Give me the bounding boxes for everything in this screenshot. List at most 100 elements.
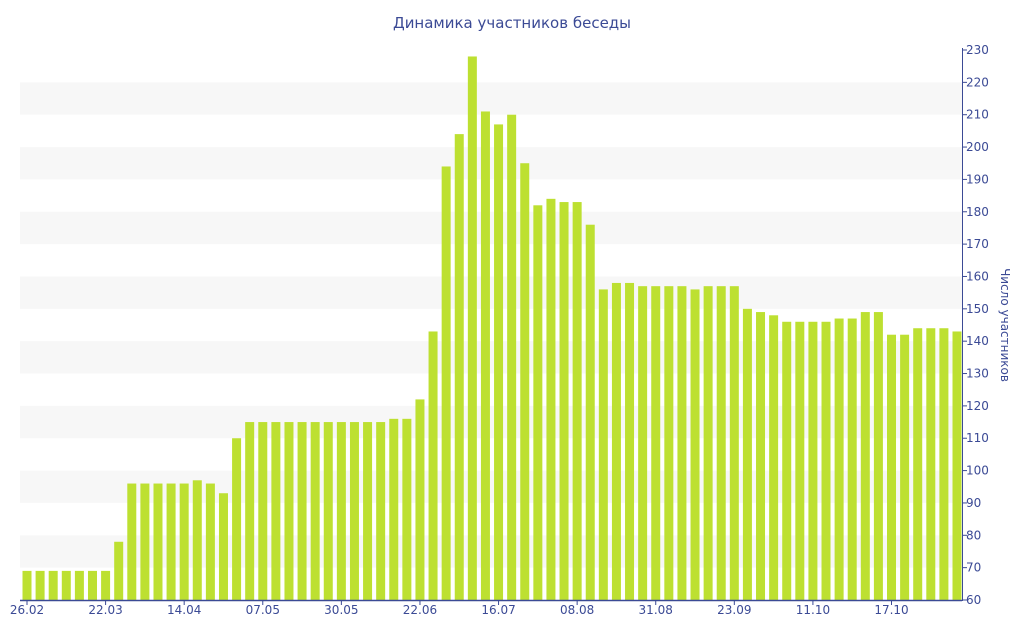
bar xyxy=(873,312,883,600)
bar xyxy=(651,286,661,600)
grid-band xyxy=(20,405,962,439)
bar xyxy=(101,570,111,600)
bar xyxy=(376,422,386,600)
bar xyxy=(729,286,739,600)
x-tick-label: 08.08 xyxy=(560,603,594,617)
grid-band xyxy=(20,211,962,245)
bar xyxy=(22,570,32,600)
y-ticks: 60 70 80 90 100 110 120 130 140 150 160 170 180 190 20… xyxy=(962,43,989,607)
bar xyxy=(834,318,844,600)
y-tick-label: 180 xyxy=(966,205,989,219)
x-tick-label: 17.10 xyxy=(874,603,908,617)
bar xyxy=(74,570,84,600)
bar xyxy=(677,286,687,600)
bars xyxy=(22,56,962,601)
bar xyxy=(297,422,307,600)
bar xyxy=(336,422,346,600)
bar xyxy=(742,308,752,600)
bar xyxy=(598,289,608,600)
x-tick-label: 30.05 xyxy=(324,603,358,617)
bar xyxy=(808,321,818,600)
x-tick-label: 22.03 xyxy=(88,603,122,617)
bar xyxy=(625,282,635,600)
bar xyxy=(48,570,58,600)
x-tick-label: 26.02 xyxy=(10,603,44,617)
y-axis-title: Число участников xyxy=(998,268,1012,382)
y-tick-label: 150 xyxy=(966,302,989,316)
y-tick-label: 160 xyxy=(966,269,989,283)
bar xyxy=(415,399,425,600)
bar xyxy=(323,422,333,600)
bar xyxy=(847,318,857,600)
grid-band xyxy=(20,535,962,568)
y-tick-label: 230 xyxy=(966,43,989,57)
bar xyxy=(520,163,530,600)
bar xyxy=(205,483,215,600)
bar xyxy=(533,205,543,600)
bar xyxy=(585,224,595,601)
x-ticks: 26.02 22.03 14.04 07.05 30.05 22.06 16.07 08.08… xyxy=(10,600,909,617)
y-tick-label: 70 xyxy=(966,561,981,575)
bar xyxy=(664,286,674,600)
y-tick-label: 200 xyxy=(966,140,989,154)
y-tick-label: 100 xyxy=(966,464,989,478)
grid-band xyxy=(20,341,962,374)
y-tick-label: 60 xyxy=(966,593,981,607)
y-tick-label: 220 xyxy=(966,75,989,89)
grid-band xyxy=(20,82,962,115)
x-tick-label: 07.05 xyxy=(246,603,280,617)
bar xyxy=(428,331,438,600)
bar xyxy=(480,111,490,601)
y-tick-label: 120 xyxy=(966,399,989,413)
grid-band xyxy=(20,147,962,180)
bar xyxy=(572,202,582,600)
bar xyxy=(271,422,281,600)
bar xyxy=(61,570,71,600)
y-tick-label: 110 xyxy=(966,431,989,445)
bar xyxy=(507,114,517,601)
bar xyxy=(363,422,373,600)
bar xyxy=(782,321,792,600)
grid-band xyxy=(20,276,962,309)
y-tick-label: 130 xyxy=(966,367,989,381)
bar xyxy=(926,328,936,600)
y-tick-label: 80 xyxy=(966,528,981,542)
bar xyxy=(887,334,897,600)
bar xyxy=(690,289,700,600)
bar xyxy=(795,321,805,600)
bar xyxy=(179,483,189,600)
bar xyxy=(310,422,320,600)
bar xyxy=(900,334,910,600)
bar xyxy=(559,202,569,600)
y-tick-label: 90 xyxy=(966,496,981,510)
x-tick-label: 16.07 xyxy=(481,603,515,617)
bar xyxy=(611,282,621,600)
bar xyxy=(494,124,504,600)
bar xyxy=(114,541,124,600)
bar xyxy=(127,483,137,600)
bar xyxy=(703,286,713,600)
bar xyxy=(467,56,477,601)
bar xyxy=(821,321,831,600)
grid-bands xyxy=(20,82,962,568)
chart-title: Динамика участников беседы xyxy=(393,14,631,32)
x-tick-label: 23.09 xyxy=(717,603,751,617)
x-tick-label: 11.10 xyxy=(796,603,830,617)
bar xyxy=(258,422,268,600)
bar xyxy=(245,422,255,600)
bar xyxy=(153,483,163,600)
bar xyxy=(756,312,766,600)
bar xyxy=(402,418,412,600)
bar xyxy=(284,422,294,600)
y-tick-label: 170 xyxy=(966,237,989,251)
grid-band xyxy=(20,470,962,503)
bar xyxy=(232,438,242,600)
x-tick-label: 14.04 xyxy=(167,603,201,617)
bar xyxy=(87,570,97,600)
bar xyxy=(716,286,726,600)
bar xyxy=(769,315,779,600)
bar xyxy=(939,328,949,600)
y-tick-label: 210 xyxy=(966,108,989,122)
bar xyxy=(546,198,556,600)
